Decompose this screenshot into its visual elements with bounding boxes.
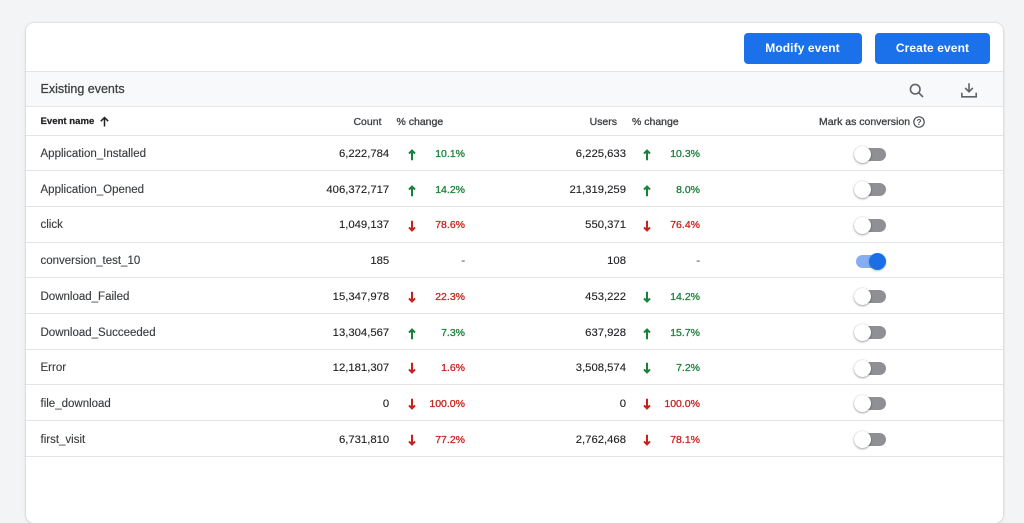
svg-text:?: ? — [916, 118, 921, 127]
